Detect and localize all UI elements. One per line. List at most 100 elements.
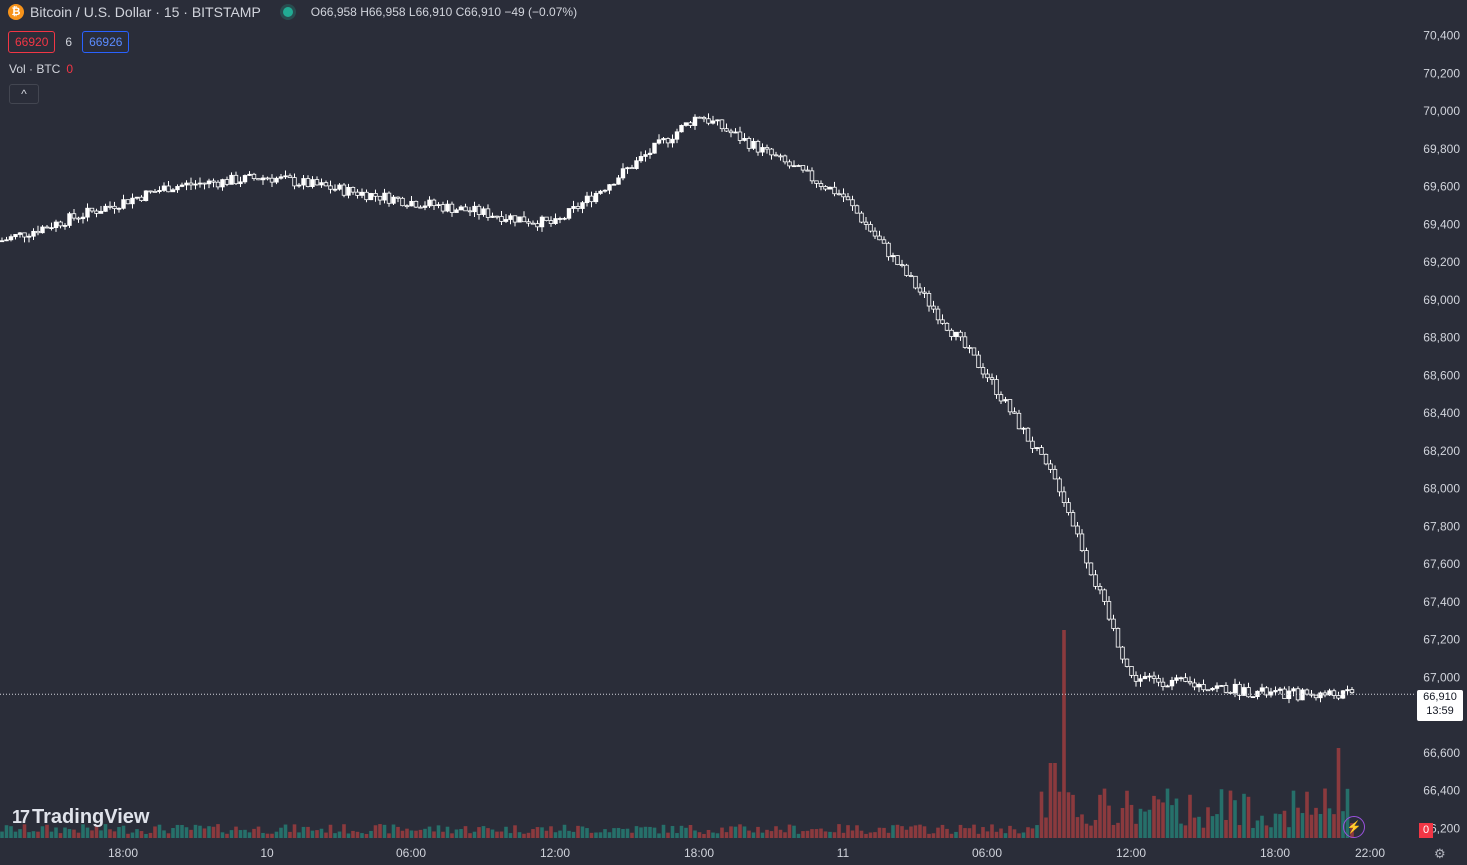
volume-bar: [976, 833, 981, 838]
volume-bar: [1309, 814, 1314, 838]
volume-bar: [270, 833, 274, 838]
volume-bar: [45, 824, 49, 838]
candle-body: [737, 131, 743, 141]
volume-bar: [517, 832, 522, 838]
volume-legend[interactable]: Vol · BTC 0: [9, 62, 73, 76]
volume-bar: [625, 828, 630, 838]
volume-bar: [252, 828, 256, 838]
candle-body: [647, 152, 653, 155]
candle-body: [526, 221, 531, 224]
volume-bar: [481, 826, 486, 838]
candle-body: [827, 186, 833, 190]
candle-body: [260, 177, 266, 181]
collapse-legend-button[interactable]: ^: [9, 84, 39, 104]
tradingview-logo[interactable]: 17 TradingView: [12, 806, 149, 829]
candle-body: [1286, 690, 1292, 700]
candle-body: [971, 347, 977, 356]
candle-body: [1106, 601, 1112, 620]
volume-bar: [337, 831, 342, 838]
candle-body: [314, 179, 320, 186]
y-tick-label: 68,400: [1423, 406, 1460, 420]
candle-body: [1300, 689, 1305, 701]
volume-bar: [1129, 804, 1134, 838]
volume-bar: [162, 830, 166, 838]
candle-body: [962, 336, 968, 348]
candle-body: [26, 235, 32, 238]
candle-body: [688, 122, 693, 126]
y-tick-label: 67,400: [1423, 595, 1460, 609]
candle-body: [422, 205, 428, 208]
volume-bar: [90, 830, 94, 838]
candle-body: [1066, 502, 1071, 514]
volume-bar: [868, 832, 873, 838]
sell-button[interactable]: 66920: [8, 31, 56, 53]
candle-body: [958, 331, 963, 338]
candle-body: [836, 193, 842, 196]
volume-bar: [693, 830, 697, 838]
candle-body: [1111, 618, 1116, 629]
volume-bar: [486, 828, 490, 838]
candle-body: [944, 322, 950, 331]
candle-body: [521, 216, 527, 223]
candle-body: [386, 192, 392, 204]
candle-body: [557, 218, 563, 220]
candle-body: [1039, 447, 1044, 455]
volume-bar: [684, 827, 688, 838]
lightning-icon[interactable]: ⚡: [1343, 816, 1365, 838]
market-status-icon[interactable]: [282, 7, 293, 17]
volume-bar: [639, 827, 643, 838]
candle-body: [1070, 512, 1076, 527]
gear-icon[interactable]: ⚙: [1434, 846, 1446, 861]
candle-body: [1178, 677, 1184, 680]
candle-body: [998, 394, 1004, 402]
candle-body: [985, 373, 990, 379]
volume-bar: [342, 824, 346, 838]
volume-bar: [1188, 794, 1192, 838]
volume-bar: [139, 831, 144, 838]
volume-bar: [571, 831, 576, 838]
volume-bar: [711, 832, 715, 838]
volume-bar: [319, 828, 324, 838]
candle-body: [1016, 412, 1022, 430]
volume-bar: [495, 831, 499, 838]
volume-bar: [1228, 790, 1233, 838]
candle-body: [445, 203, 450, 212]
volume-bar: [679, 825, 684, 838]
volume-bar: [697, 832, 702, 838]
candle-body: [233, 174, 239, 185]
candle-body: [251, 173, 257, 179]
candle-body: [926, 293, 932, 307]
candle-body: [773, 154, 779, 157]
volume-bar: [9, 826, 13, 838]
candle-body: [490, 215, 495, 218]
volume-bar: [810, 829, 814, 838]
volume-bar: [1026, 827, 1030, 838]
candle-body: [1304, 689, 1310, 695]
candle-body: [976, 354, 981, 368]
buy-button[interactable]: 66926: [82, 31, 130, 53]
volume-bar: [1192, 817, 1197, 838]
volume-bar: [463, 826, 468, 838]
candle-body: [103, 205, 108, 212]
volume-bar: [747, 830, 751, 838]
candle-body: [152, 190, 158, 193]
volume-bar: [175, 824, 180, 838]
candle-body: [1097, 586, 1103, 591]
candle-body: [1331, 690, 1337, 696]
volume-bar: [643, 826, 648, 838]
candle-body: [296, 184, 302, 187]
symbol-title[interactable]: Bitcoin / U.S. Dollar · 15 · BITSTAMP: [30, 4, 261, 20]
volume-bar: [1282, 810, 1287, 838]
volume-bar: [778, 829, 783, 838]
candle-body: [1327, 690, 1332, 696]
volume-bar: [85, 827, 90, 838]
candle-body: [89, 207, 95, 212]
volume-bar: [1156, 799, 1161, 838]
volume-bar: [1318, 813, 1323, 838]
candle-body: [247, 173, 252, 176]
candle-body: [1034, 447, 1040, 449]
candle-body: [760, 147, 765, 153]
candle-body: [868, 224, 873, 232]
volume-bar: [63, 827, 67, 838]
